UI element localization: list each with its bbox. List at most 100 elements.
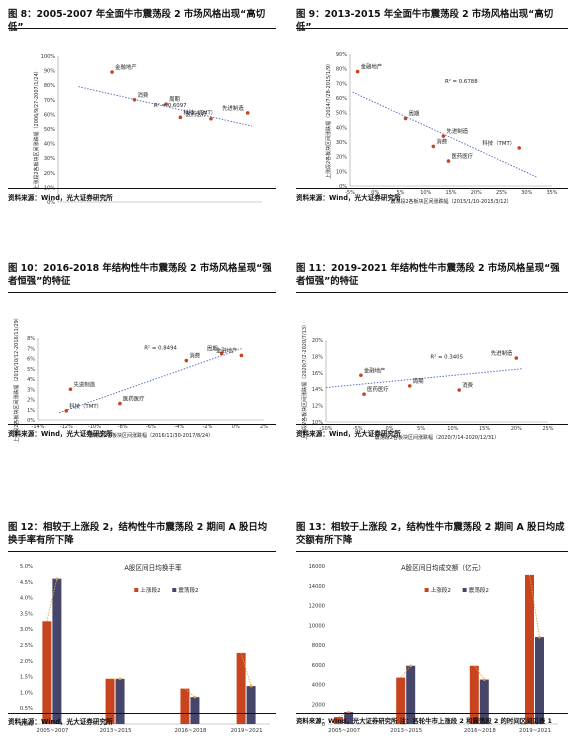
y-axis-label: 上涨段2各板块区间涨跌幅（2006/9/27-2007/1/24） xyxy=(33,68,40,189)
source-text: 资料来源：Wind，光大证券研究所 xyxy=(8,194,113,202)
bar xyxy=(344,712,354,724)
x-tick-label: -5% xyxy=(345,190,355,196)
figure-title: 图 11：2019-2021 年结构性牛市震荡段 2 市场风格呈现“强者恒强”的… xyxy=(296,263,560,287)
data-point xyxy=(118,401,122,406)
y-tick-label: 0% xyxy=(47,200,55,206)
figure-8: 图 8：2005-2007 年全面牛市震荡段 2 市场风格出现“高切低” 0% 1… xyxy=(8,8,276,208)
y-tick-label: 20% xyxy=(44,171,55,177)
y-tick-label: 18% xyxy=(312,354,323,360)
y-tick-label: 10% xyxy=(312,420,323,426)
x-tick-label: 15% xyxy=(445,190,456,196)
y-tick-label: 0.5% xyxy=(20,706,33,712)
source-text: 资料来源：Wind，光大证券研究所 xyxy=(296,717,400,725)
bar xyxy=(246,686,256,724)
figure-11: 图 11：2019-2021 年结构性牛市震荡段 2 市场风格呈现“强者恒强”的… xyxy=(296,262,568,442)
figure-13: 图 13：相较于上涨段 2，结构性牛市震荡段 2 期间 A 股日均成交额有所下降… xyxy=(296,521,568,736)
figure-title: 图 13：相较于上涨段 2，结构性牛市震荡段 2 期间 A 股日均成交额有所下降 xyxy=(296,522,565,546)
x-tick-label: 2013~2015 xyxy=(100,728,132,734)
x-tick-label: 10% xyxy=(447,426,458,432)
source-rule xyxy=(8,713,276,714)
y-tick-label: 1.0% xyxy=(20,690,33,696)
point-label: 科技（TMT） xyxy=(183,108,216,116)
y-tick-label: 7% xyxy=(27,346,35,352)
bar xyxy=(180,688,190,724)
chart-title: A股区间日均成交额（亿元） xyxy=(401,563,485,572)
y-tick-label: 16% xyxy=(312,371,323,377)
x-tick-label: -10% xyxy=(88,424,101,430)
point-label: 消费 xyxy=(462,381,473,389)
r-squared-label: R² = 0.3405 xyxy=(430,354,463,361)
figure-9: 图 9：2013-2015 年全面牛市震荡段 2 市场风格出现“高切低” 0% 1… xyxy=(296,8,568,208)
y-tick-label: 5% xyxy=(27,367,35,373)
data-point xyxy=(219,351,224,356)
x-tick-label: -14% xyxy=(32,424,45,430)
data-point xyxy=(517,146,521,150)
y-tick-label: 12000 xyxy=(308,604,325,610)
source-rule xyxy=(8,424,276,425)
x-tick-label: 25% xyxy=(542,426,553,432)
source-text: 资料来源：Wind，光大证券研究所 xyxy=(296,430,401,438)
data-point xyxy=(446,159,451,163)
y-tick-label: 0.0% xyxy=(20,722,33,728)
change-connector xyxy=(46,578,58,622)
x-axis-label: 震荡段2各板块区间涨跌幅（2015/1/10-2015/3/12） xyxy=(390,198,511,205)
bar xyxy=(105,678,115,724)
point-label: 医药医疗 xyxy=(123,395,145,403)
x-tick-label: 2019~2021 xyxy=(519,728,551,734)
scatter-chart: 0%10%20%30%40%50%60%70%80%90%-5% 0% 5% 10% 1… xyxy=(325,52,558,205)
scatter-chart: 0%10%20%30%40%50%60%70%80%90%100%0%5%10%… xyxy=(33,54,262,206)
point-label: 消费 xyxy=(189,352,200,360)
y-tick-label: 40% xyxy=(44,142,55,148)
data-point xyxy=(64,408,69,413)
y-tick-label: 4000 xyxy=(312,683,325,689)
y-tick-label: 8000 xyxy=(312,643,325,649)
bar xyxy=(469,665,479,724)
data-point xyxy=(132,98,137,102)
title-rule xyxy=(8,28,276,29)
change-arrowhead xyxy=(118,677,122,681)
point-label: 消费 xyxy=(138,91,149,99)
data-point xyxy=(362,392,366,396)
y-tick-label: 12% xyxy=(312,404,323,410)
bar xyxy=(396,677,406,724)
source-rule xyxy=(296,188,568,189)
y-tick-label: 30% xyxy=(44,156,55,162)
y-tick-label: 2.5% xyxy=(20,643,33,649)
figure-title: 图 8：2005-2007 年全面牛市震荡段 2 市场风格出现“高切低” xyxy=(8,9,266,33)
x-tick-label: 0% xyxy=(385,426,393,432)
change-arrowhead xyxy=(409,664,412,668)
chart-title: A股区间日均换手率 xyxy=(124,563,182,572)
trend-line xyxy=(59,347,243,414)
y-tick-label: 60% xyxy=(44,112,55,118)
legend-swatch xyxy=(172,588,177,592)
data-point xyxy=(178,115,183,120)
change-connector xyxy=(240,652,252,687)
y-axis-label: 上涨段2各板块区间涨跌幅（2016/10/12-2016/11/29） xyxy=(13,315,20,442)
data-point xyxy=(441,134,446,138)
legend-swatch xyxy=(134,588,139,592)
point-label: 先进制造 xyxy=(491,349,513,357)
x-tick-label: 2% xyxy=(260,424,268,430)
figure-10: 图 10：2016-2018 年结构性牛市震荡段 2 市场风格呈现“强者恒强”的… xyxy=(8,262,276,442)
x-tick-label: 2013~2015 xyxy=(390,728,422,734)
point-label: 医药医疗 xyxy=(451,152,473,160)
y-tick-label: 1% xyxy=(27,408,35,414)
point-label: 科技（TMT） xyxy=(482,139,515,147)
figure-title: 图 10：2016-2018 年结构性牛市震荡段 2 市场风格呈现“强者恒强”的… xyxy=(8,263,272,287)
y-tick-label: 16000 xyxy=(308,564,325,570)
bar xyxy=(52,578,62,724)
scatter-chart: 10% 12% 14% 16% 18% 20% -10% -5% 0% 5% 10% 15% 20% 25… xyxy=(301,322,554,441)
scatter-chart: 0% 1% 2% 3% 4% 5% 6% 7% 8% -14% -12% -10% -8% -6% -4% -… xyxy=(13,315,268,442)
x-tick-label: 2016~2018 xyxy=(464,728,497,734)
data-point xyxy=(239,353,244,358)
data-point xyxy=(245,111,250,115)
data-point xyxy=(359,373,363,378)
point-label: 金融地产 xyxy=(115,63,137,71)
y-axis-label: 上涨段2各板块区间涨跌幅（2020/7/2-2020/7/13） xyxy=(301,322,308,440)
y-tick-label: 4% xyxy=(27,377,35,383)
legend-label: 上涨段2 xyxy=(140,586,160,594)
y-tick-label: 20% xyxy=(336,155,347,161)
legend-label: 震荡段2 xyxy=(178,586,198,594)
x-tick-label: -12% xyxy=(60,424,73,430)
change-connector xyxy=(529,574,540,638)
